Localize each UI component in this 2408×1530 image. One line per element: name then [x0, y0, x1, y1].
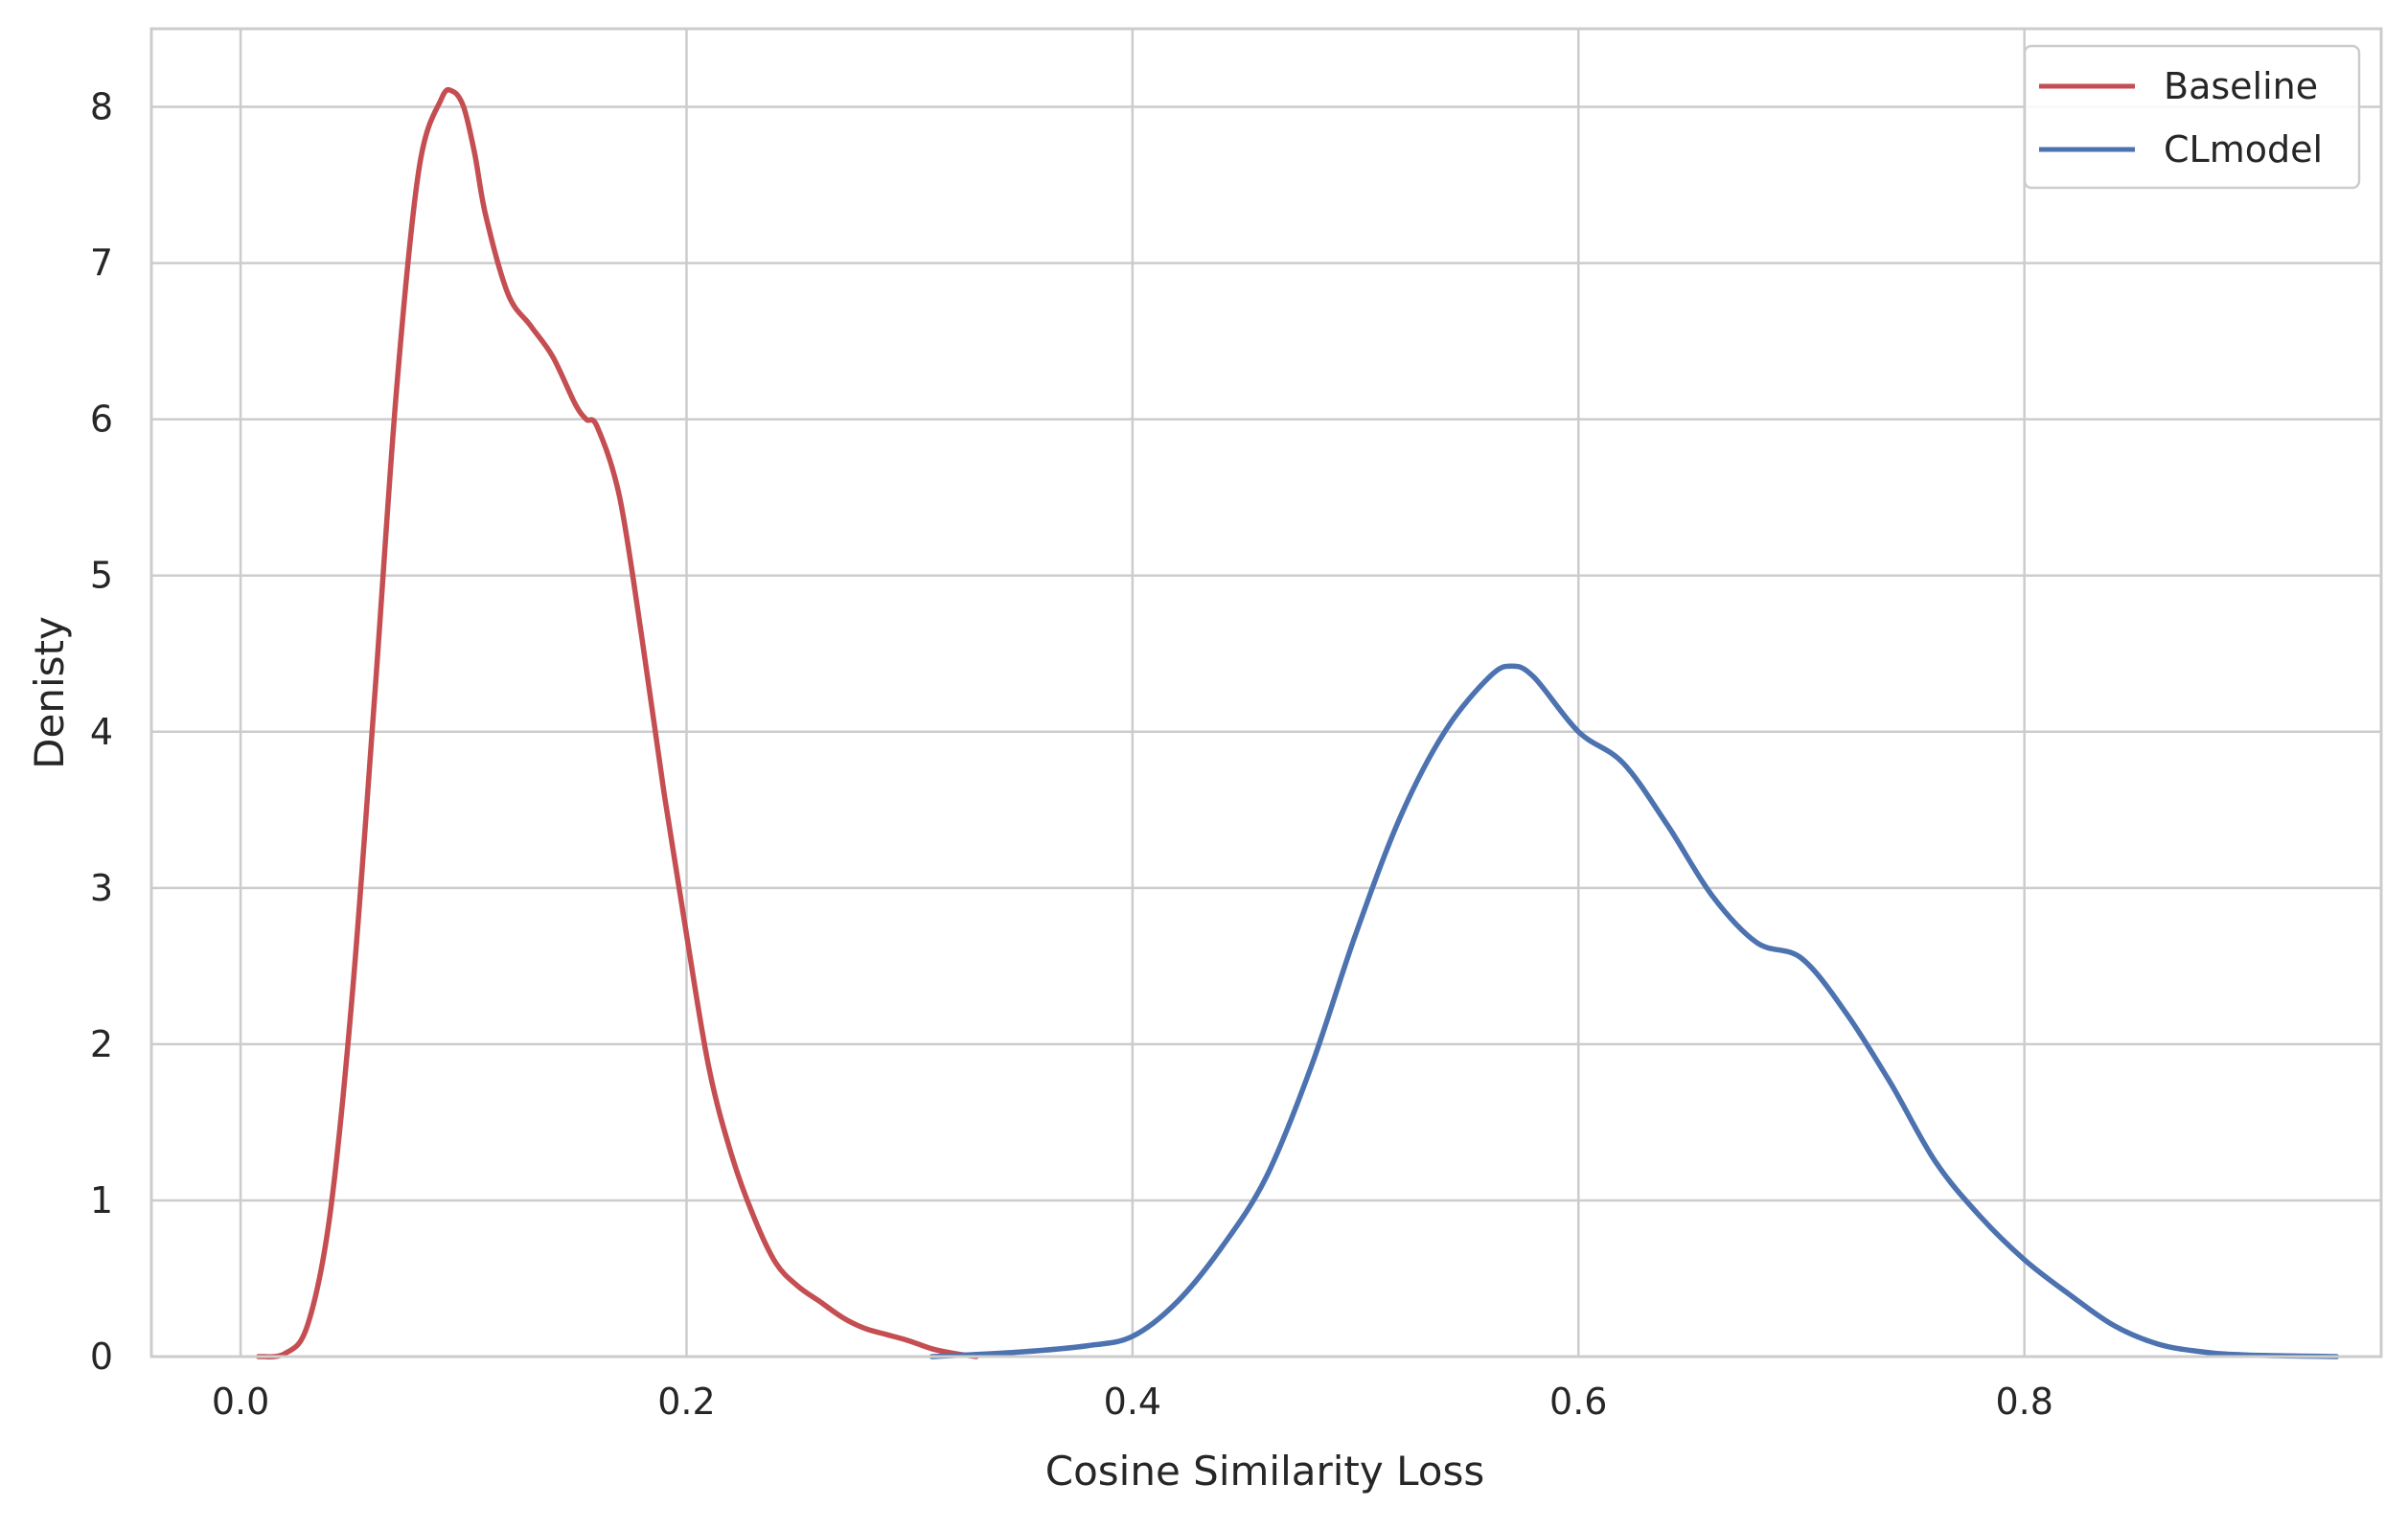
- y-tick-label: 3: [90, 867, 113, 909]
- x-tick-label: 0.2: [657, 1381, 715, 1423]
- x-tick-label: 0.0: [212, 1381, 269, 1423]
- legend-label-clmodel: CLmodel: [2164, 128, 2323, 171]
- legend-box: [2023, 44, 2361, 190]
- y-tick-label: 8: [90, 86, 113, 128]
- grid: [151, 29, 2381, 1359]
- y-tick-labels: 0 1 2 3 4 5 6 7 8: [90, 86, 113, 1378]
- y-tick-label: 2: [90, 1023, 113, 1065]
- x-tick-label: 0.8: [1995, 1381, 2053, 1423]
- x-tick-label: 0.4: [1104, 1381, 1161, 1423]
- legend: Baseline CLmodel: [2023, 44, 2361, 190]
- x-tick-labels: 0.0 0.2 0.4 0.6 0.8: [212, 1381, 2053, 1423]
- series-lines: [255, 86, 2340, 1359]
- plot-frame: [149, 27, 2383, 1359]
- y-axis-title: Denisty: [26, 616, 73, 769]
- x-tick-label: 0.6: [1549, 1381, 1607, 1423]
- y-tick-label: 7: [90, 242, 113, 285]
- y-tick-label: 0: [90, 1336, 113, 1378]
- y-tick-label: 1: [90, 1179, 113, 1222]
- y-tick-label: 5: [90, 555, 113, 597]
- y-tick-label: 6: [90, 399, 113, 441]
- series-line-baseline: [255, 86, 979, 1359]
- legend-label-baseline: Baseline: [2164, 65, 2318, 107]
- y-tick-label: 4: [90, 711, 113, 753]
- x-axis-title: Cosine Similarity Loss: [1045, 1448, 1484, 1495]
- series-line-clmodel: [929, 663, 2340, 1359]
